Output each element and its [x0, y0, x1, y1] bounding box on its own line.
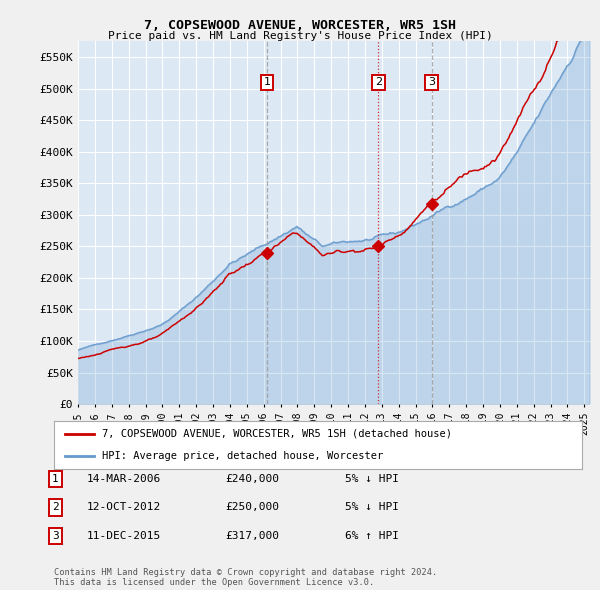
Text: 1: 1: [52, 474, 59, 484]
Text: £240,000: £240,000: [225, 474, 279, 484]
Text: 7, COPSEWOOD AVENUE, WORCESTER, WR5 1SH (detached house): 7, COPSEWOOD AVENUE, WORCESTER, WR5 1SH …: [101, 429, 452, 439]
Text: 7, COPSEWOOD AVENUE, WORCESTER, WR5 1SH: 7, COPSEWOOD AVENUE, WORCESTER, WR5 1SH: [144, 19, 456, 32]
Text: 1: 1: [263, 77, 271, 87]
Text: 5% ↓ HPI: 5% ↓ HPI: [345, 503, 399, 512]
Text: £317,000: £317,000: [225, 531, 279, 540]
Text: Price paid vs. HM Land Registry's House Price Index (HPI): Price paid vs. HM Land Registry's House …: [107, 31, 493, 41]
Text: 2: 2: [52, 503, 59, 512]
Text: HPI: Average price, detached house, Worcester: HPI: Average price, detached house, Worc…: [101, 451, 383, 461]
Text: 11-DEC-2015: 11-DEC-2015: [87, 531, 161, 540]
Text: 12-OCT-2012: 12-OCT-2012: [87, 503, 161, 512]
Text: 2: 2: [375, 77, 382, 87]
Text: 5% ↓ HPI: 5% ↓ HPI: [345, 474, 399, 484]
Text: Contains HM Land Registry data © Crown copyright and database right 2024.
This d: Contains HM Land Registry data © Crown c…: [54, 568, 437, 587]
Text: 3: 3: [52, 531, 59, 540]
Text: 3: 3: [428, 77, 435, 87]
Text: 14-MAR-2006: 14-MAR-2006: [87, 474, 161, 484]
Text: £250,000: £250,000: [225, 503, 279, 512]
Text: 6% ↑ HPI: 6% ↑ HPI: [345, 531, 399, 540]
